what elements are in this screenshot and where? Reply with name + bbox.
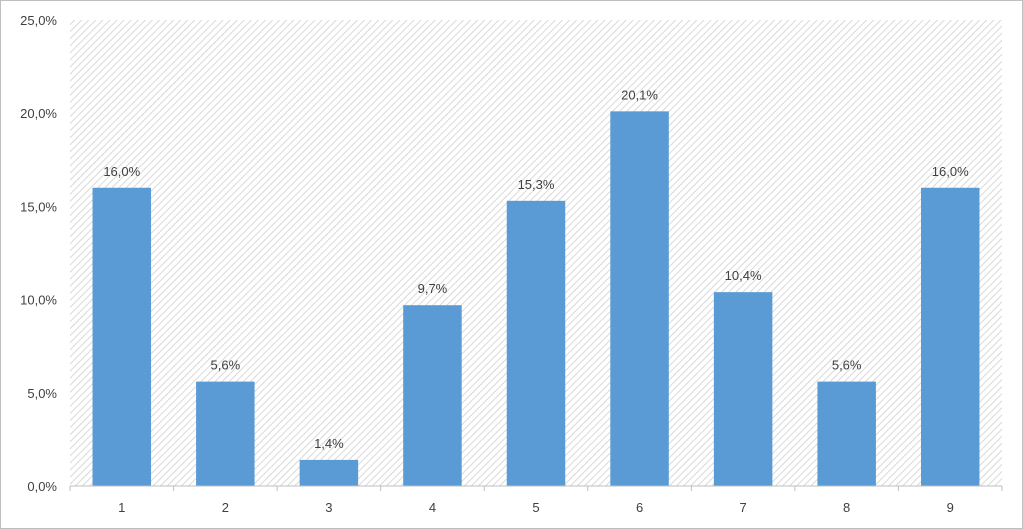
x-tick-label: 4 (429, 500, 436, 515)
data-labels-group: 16,0% 5,6% 1,4% 9,7% 15,3% 20,1% 10,4% 5,6% 16,0… (103, 87, 969, 451)
x-tick-label: 7 (739, 500, 746, 515)
bar-3 (299, 459, 359, 486)
bar-5 (506, 200, 566, 487)
y-tick-label: 15,0% (20, 199, 57, 214)
x-tick-label: 1 (118, 500, 125, 515)
data-label: 15,3% (518, 177, 555, 192)
x-axis-ticks (69, 486, 1003, 491)
y-tick-label: 0,0% (27, 479, 57, 494)
data-label: 5,6% (832, 358, 862, 373)
bar-1 (92, 187, 152, 486)
data-label: 1,4% (314, 436, 344, 451)
bars-group (92, 111, 980, 487)
data-label: 5,6% (211, 358, 241, 373)
data-label: 16,0% (932, 164, 969, 179)
data-label: 16,0% (103, 164, 140, 179)
data-label: 20,1% (621, 87, 658, 102)
bar-8 (817, 381, 876, 486)
y-tick-label: 5,0% (27, 386, 57, 401)
bar-6 (610, 111, 669, 486)
data-label: 9,7% (418, 281, 448, 296)
x-tick-label: 8 (843, 500, 850, 515)
y-tick-label: 25,0% (20, 13, 57, 28)
y-axis-labels: 0,0% 5,0% 10,0% 15,0% 20,0% 25,0% (20, 13, 57, 494)
bar-7 (713, 292, 773, 486)
x-tick-label: 2 (222, 500, 229, 515)
bar-9 (920, 187, 980, 486)
x-tick-label: 9 (947, 500, 954, 515)
x-tick-label: 6 (636, 500, 643, 515)
data-label: 10,4% (725, 268, 762, 283)
bar-2 (196, 381, 255, 486)
y-tick-label: 10,0% (20, 293, 57, 308)
x-tick-label: 3 (325, 500, 332, 515)
x-tick-label: 5 (532, 500, 539, 515)
x-axis-labels: 1 2 3 4 5 6 7 8 9 (118, 500, 954, 515)
y-tick-label: 20,0% (20, 106, 57, 121)
bar-4 (403, 305, 462, 486)
